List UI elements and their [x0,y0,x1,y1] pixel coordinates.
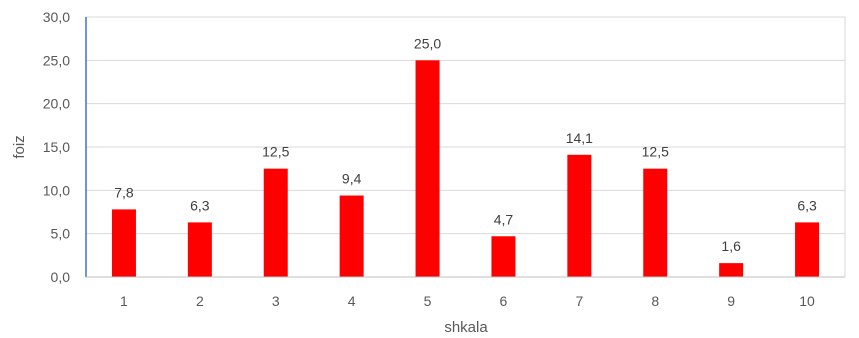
bars [111,60,820,278]
y-axis-ticks: 0,0 5,0 10,0 15,0 20,0 25,0 30,0 [43,9,70,285]
x-tick-label: 3 [272,293,280,309]
bar [795,222,820,277]
data-label: 12,5 [262,144,289,160]
x-tick-label: 6 [500,293,508,309]
data-label: 1,6 [721,238,741,254]
y-tick-label: 15,0 [43,139,70,155]
x-tick-label: 9 [727,293,735,309]
data-labels: 7,8 6,3 12,5 9,4 25,0 4,7 14,1 12,5 1,6 6,3 [114,35,817,254]
y-axis-title: foiz [11,135,28,158]
x-tick-label: 5 [424,293,432,309]
x-tick-label: 7 [575,293,583,309]
bar [263,168,288,277]
data-label: 14,1 [566,130,593,146]
bar [719,263,744,277]
x-axis-ticks: 1 2 3 4 5 6 7 8 9 10 [120,293,815,309]
bar [111,209,136,277]
data-label: 25,0 [414,35,441,51]
data-label: 4,7 [494,211,514,227]
y-tick-label: 10,0 [43,182,70,198]
data-label: 12,5 [642,144,669,160]
gridlines [86,16,845,235]
bar [339,195,364,277]
x-tick-label: 1 [120,293,128,309]
x-tick-label: 10 [799,293,815,309]
bar [415,60,440,278]
data-label: 6,3 [797,197,817,213]
data-label: 7,8 [114,184,134,200]
bar [491,236,516,277]
bar [567,154,592,277]
y-tick-label: 5,0 [51,226,71,242]
x-tick-label: 2 [196,293,204,309]
bar [187,222,212,277]
data-label: 6,3 [190,197,210,213]
x-tick-label: 8 [651,293,659,309]
x-tick-label: 4 [348,293,356,309]
y-tick-label: 25,0 [43,52,70,68]
x-axis-title: shkala [444,319,488,336]
y-tick-label: 30,0 [43,9,70,25]
data-label: 9,4 [342,171,362,187]
y-tick-label: 0,0 [51,269,71,285]
bar [643,168,668,277]
y-tick-label: 20,0 [43,96,70,112]
